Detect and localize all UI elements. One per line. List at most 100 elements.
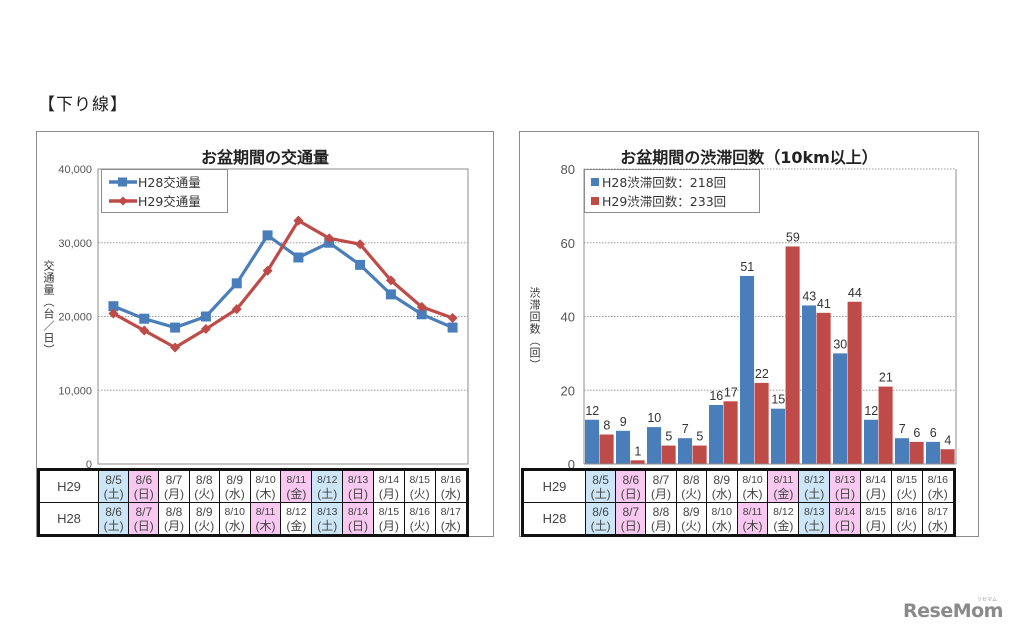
bar (692, 445, 707, 464)
series-line (112, 219, 454, 350)
date-cell: 8/11 (金) (280, 469, 313, 503)
data-point (139, 313, 150, 324)
date-cell: 8/16 (火) (890, 502, 923, 536)
bar-value-label: 22 (755, 367, 769, 381)
data-point (139, 325, 150, 336)
date-cell: 8/15 (月) (859, 502, 892, 536)
bar-value-label: 21 (879, 371, 893, 385)
bar-value-label: 6 (913, 426, 920, 440)
bar (909, 441, 924, 464)
data-point (416, 309, 427, 320)
data-point (200, 311, 211, 322)
bar (895, 438, 910, 464)
date-cell: 8/8 (火) (675, 469, 707, 503)
bar (754, 382, 769, 464)
date-cell: 8/7 (月) (645, 469, 677, 503)
legend-item-h28: H28交通量 (108, 172, 221, 191)
year-label: H28 (38, 502, 99, 536)
red-square-icon (591, 196, 599, 205)
date-cell: 8/16 (水) (434, 469, 469, 503)
data-point (293, 215, 304, 226)
bar (878, 386, 893, 464)
date-cell: 8/16 (水) (921, 469, 956, 503)
y-tick-label: 20,000 (58, 312, 92, 324)
date-cell: 8/11 (木) (736, 502, 769, 536)
data-point (170, 342, 181, 353)
date-cell: 8/10 (水) (705, 502, 738, 536)
bar (771, 408, 786, 464)
legend-item-h29: H29渋滞回数：233回 (591, 191, 753, 210)
data-point (108, 301, 119, 312)
section-title: 【下り線】 (38, 95, 128, 115)
date-cell: 8/13 (日) (342, 469, 374, 503)
series-line (112, 233, 454, 330)
date-cell: 8/12 (金) (280, 502, 313, 536)
bar (816, 312, 831, 464)
date-cell: 8/7 (日) (615, 502, 647, 536)
bar-value-label: 12 (585, 404, 599, 418)
bar (599, 434, 614, 464)
bar (585, 419, 600, 464)
data-point (170, 322, 181, 333)
square-marker-icon (109, 177, 137, 186)
bar-value-label: 12 (864, 404, 878, 418)
date-cell: 8/6 (日) (615, 469, 647, 503)
bar-value-label: 30 (833, 337, 847, 351)
y-tick-label: 60 (561, 236, 575, 251)
date-cell: 8/17 (水) (921, 502, 956, 536)
bar (740, 275, 755, 464)
data-point (416, 301, 427, 312)
y-tick-label: 0 (86, 459, 92, 471)
legend-label: H28渋滞回数：218回 (602, 175, 727, 190)
y-tick-label: 30,000 (58, 238, 92, 250)
diamond-marker-icon (109, 196, 137, 205)
bar-value-label: 4 (944, 433, 951, 447)
bar (647, 427, 662, 464)
date-cell: 8/14 (月) (372, 469, 405, 503)
date-cell: 8/8 (月) (158, 502, 190, 536)
bar (630, 460, 645, 464)
blue-square-icon (591, 177, 599, 186)
data-point (262, 265, 273, 276)
table-row: H29 8/5 (土) 8/6 (日) 8/7 (月) 8/8 (火) 8/9 (水) 8/10 (木)… (522, 469, 956, 503)
date-cell: 8/7 (月) (158, 469, 190, 503)
date-cell: 8/9 (火) (675, 502, 707, 536)
bar (678, 438, 693, 464)
logo-kana: リセマム (977, 597, 998, 603)
bar-value-label: 7 (682, 422, 689, 436)
bar-value-label: 59 (786, 230, 800, 244)
date-cell: 8/16 (火) (403, 502, 436, 536)
data-point (293, 252, 304, 263)
table-row: H28 8/6 (土) 8/7 (日) 8/8 (月) 8/9 (火) 8/10 (水) 8/11 (木… (38, 502, 469, 536)
bar (802, 305, 817, 464)
date-cell: 8/15 (火) (890, 469, 923, 503)
date-cell: 8/10 (木) (736, 469, 769, 503)
bar-value-label: 1 (634, 444, 641, 458)
date-table: H29 8/5 (土) 8/6 (日) 8/7 (月) 8/8 (火) 8/9 (水) 8/10 (木)… (37, 468, 469, 537)
date-cell: 8/12 (土) (311, 469, 344, 503)
year-label: H28 (522, 502, 586, 536)
bar-value-label: 5 (696, 430, 703, 444)
legend-label: H28交通量 (138, 175, 201, 190)
bar-value-label: 41 (817, 297, 831, 311)
legend-item-h28: H28渋滞回数：218回 (591, 172, 753, 191)
chart-title: お盆期間の交通量 (200, 148, 329, 167)
legend-label: H29交通量 (138, 194, 201, 209)
date-cell: 8/8 (火) (188, 469, 220, 503)
congestion-count-chart-panel: お盆期間の渋滞回数（10km以上） 0 20 40 60 80 12 8 9 1 10 5 7 5 16 1… (519, 131, 979, 537)
bar-value-label: 8 (603, 419, 610, 433)
data-point (324, 233, 335, 244)
bar-value-label: 5 (665, 430, 672, 444)
date-cell: 8/11 (木) (249, 502, 282, 536)
data-point (200, 324, 211, 335)
date-cell: 8/9 (水) (218, 469, 251, 503)
data-point (108, 308, 119, 319)
chart-legend: H28渋滞回数：218回 H29渋滞回数：233回 (584, 169, 760, 213)
bar-value-label: 51 (740, 260, 754, 274)
resemom-logo: ReseMom (903, 600, 1003, 622)
y-axis-label: 交通量（台／日） (42, 260, 55, 356)
line-chart-plot: 0 10,000 20,000 30,000 40,000 (58, 164, 469, 471)
bar-value-label: 10 (647, 411, 661, 425)
data-point (385, 275, 396, 286)
bar (785, 246, 800, 464)
